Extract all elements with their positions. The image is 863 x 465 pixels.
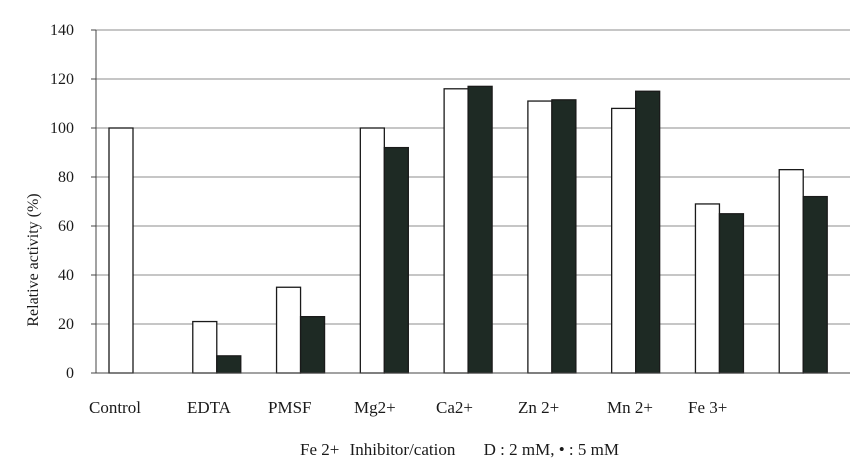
- bar-5mM: [216, 355, 242, 374]
- footer-category-label: Fe 2+: [300, 440, 340, 459]
- bar-5mM: [802, 195, 828, 374]
- x-tick-label: Ca2+: [436, 398, 473, 417]
- x-tick-label: Fe 3+: [688, 398, 728, 417]
- bar-2mM: [694, 203, 721, 374]
- legend: D : 2 mM, • : 5 mM: [483, 440, 619, 459]
- bars: [108, 85, 828, 374]
- y-tick-label: 100: [50, 120, 74, 137]
- x-tick-label: Mn 2+: [607, 398, 653, 417]
- bar-2mM: [275, 286, 302, 374]
- bar-2mM: [108, 127, 134, 374]
- bar-5mM: [718, 213, 745, 374]
- x-tick-label: Mg2+: [354, 398, 396, 417]
- y-tick-label: 120: [50, 71, 74, 88]
- bar-2mM: [527, 100, 553, 374]
- bar-2mM: [359, 127, 385, 374]
- x-axis-label: Inhibitor/cation: [349, 440, 456, 459]
- x-tick-label: EDTA: [187, 398, 231, 417]
- y-tick-label: 40: [58, 267, 74, 284]
- y-tick-label: 60: [58, 218, 74, 235]
- chart-footer: Fe 2+ Inhibitor/cation D : 2 mM, • : 5 m…: [300, 440, 619, 460]
- y-axis-label: Relative activity (%): [25, 193, 42, 326]
- y-tick-label: 20: [58, 316, 74, 333]
- bar-2mM: [192, 320, 218, 374]
- y-tick-label: 140: [50, 22, 74, 39]
- bar-5mM: [299, 315, 326, 374]
- y-tick-label: 0: [66, 365, 74, 382]
- bar-2mM: [611, 107, 637, 374]
- x-tick-label: PMSF: [268, 398, 312, 417]
- bar-2mM: [778, 168, 804, 374]
- y-tick-label: 80: [58, 169, 74, 186]
- y-tick-labels: 0 20 40 60 80 100 120 140: [50, 22, 74, 382]
- bar-5mM: [383, 146, 409, 374]
- bar-5mM: [635, 90, 661, 374]
- axes: [91, 29, 850, 374]
- bar-5mM: [551, 99, 577, 374]
- x-tick-label: Control: [89, 398, 141, 417]
- x-tick-label: Zn 2+: [518, 398, 560, 417]
- bar-5mM: [467, 85, 493, 374]
- bar-2mM: [443, 88, 469, 374]
